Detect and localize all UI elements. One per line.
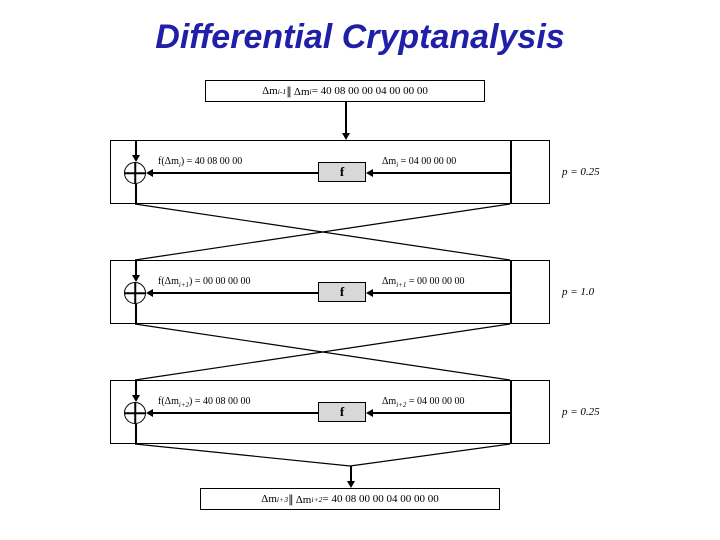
page-title: Differential Cryptanalysis [0,18,720,57]
title-text: Differential Cryptanalysis [155,18,564,56]
diagram-container: Δmi-1 ∥ Δmi= 40 08 00 00 04 00 00 00ff(Δ… [110,80,610,520]
output-difference-box: Δmi+3 ∥ Δmi+2 = 40 08 00 00 04 00 00 00 [200,488,500,510]
merge-lines [110,80,610,520]
